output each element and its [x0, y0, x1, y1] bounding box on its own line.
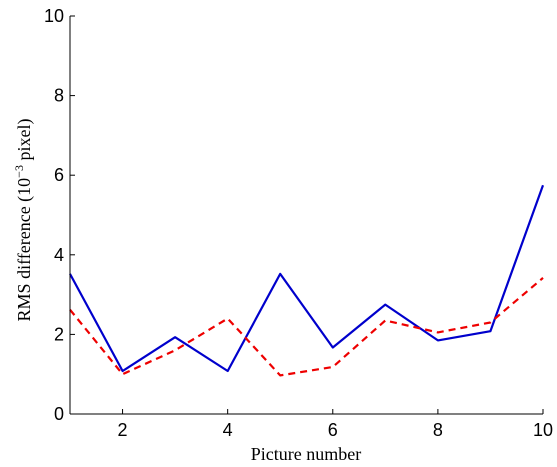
axes — [69, 15, 544, 415]
x-axis-label: Picture number — [251, 444, 361, 464]
y-axis-label-prefix: RMS difference (10 — [14, 178, 35, 322]
x-tick-label: 2 — [118, 420, 128, 440]
series-layer — [69, 184, 545, 377]
y-axis-label-suffix: pixel) — [14, 119, 35, 166]
x-tick-label: 6 — [328, 420, 338, 440]
y-tick-label: 6 — [54, 165, 64, 185]
y-axis-label-exponent: −3 — [12, 165, 26, 178]
tick-labels: 0 2 4 6 8 10 2 4 6 8 10 — [44, 6, 553, 440]
x-tick-label: 4 — [223, 420, 233, 440]
y-tick-label: 2 — [54, 324, 64, 344]
x-tick-label: 10 — [533, 420, 553, 440]
y-tick-label: 0 — [54, 404, 64, 424]
series-line-2 — [69, 277, 544, 377]
series-line-1 — [69, 184, 545, 373]
x-tick-label: 8 — [433, 420, 443, 440]
y-tick-label: 4 — [54, 245, 64, 265]
y-tick-label: 8 — [54, 86, 64, 106]
y-tick-label: 10 — [44, 6, 64, 26]
y-axis-label: RMS difference (10−3 pixel) — [12, 119, 35, 322]
